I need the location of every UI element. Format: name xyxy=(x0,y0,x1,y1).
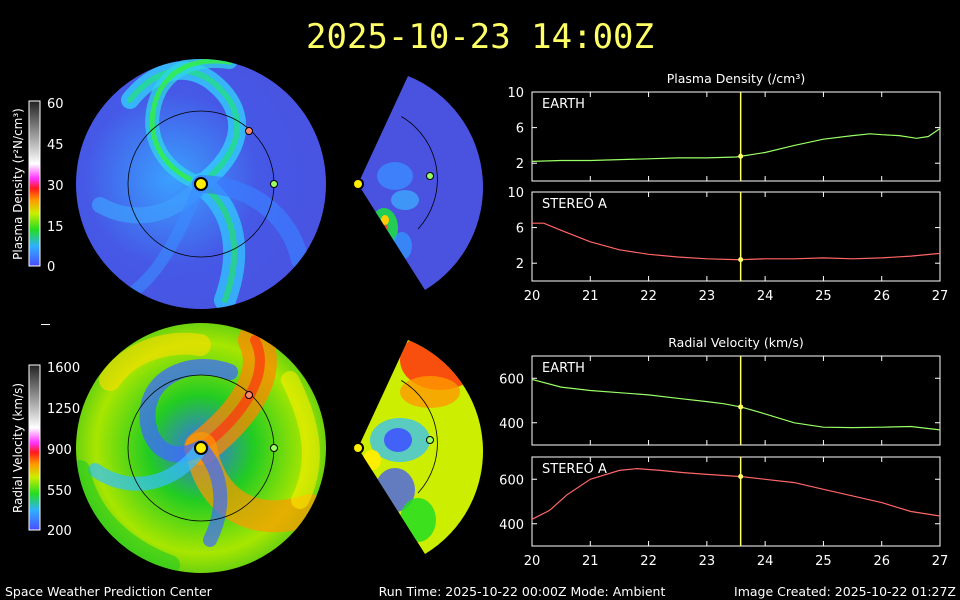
density-colorbar-label: Plasma Density (r²N/cm³) xyxy=(11,108,25,260)
series-line-earth xyxy=(531,378,941,431)
x-tick-label: 27 xyxy=(932,554,949,569)
earth-marker-density-wedge xyxy=(426,172,434,180)
density-meridional-map xyxy=(358,76,484,290)
sun-marker-velocity xyxy=(194,441,208,455)
sun-marker-density-wedge xyxy=(352,178,364,190)
map-markers xyxy=(194,127,434,455)
density-tick-30: 30 xyxy=(47,179,64,194)
stereo-a-marker-velocity xyxy=(245,391,253,399)
earth-marker-velocity-wedge xyxy=(426,436,434,444)
density-tick-0: 0 xyxy=(47,260,55,275)
y-tick-label: 2 xyxy=(516,257,524,272)
panel-label: STEREO A xyxy=(542,197,607,212)
density-tick-15: 15 xyxy=(47,220,64,235)
x-tick-label: 21 xyxy=(582,289,599,304)
velocity-colorbar: 1600 1250 900 550 200 Radial Velocity (k… xyxy=(11,361,80,539)
current-value-point xyxy=(738,257,744,263)
footer-org: Space Weather Prediction Center xyxy=(5,584,213,599)
x-tick-label: 27 xyxy=(932,289,949,304)
velocity-tick-1600: 1600 xyxy=(47,361,80,376)
panel-title: Plasma Density (/cm³) xyxy=(667,71,806,86)
y-tick-label: 6 xyxy=(516,122,524,137)
x-tick-label: 24 xyxy=(757,289,774,304)
density-colorbar: 60 45 30 15 0 Plasma Density (r²N/cm³) xyxy=(11,97,64,275)
x-tick-label: 23 xyxy=(699,554,716,569)
panel-label: EARTH xyxy=(542,361,585,376)
panel-frame xyxy=(531,191,941,282)
series-line-stereo-a xyxy=(532,222,941,261)
velocity-tick-1250: 1250 xyxy=(47,402,80,417)
separator-dash xyxy=(41,324,50,325)
y-tick-label: 600 xyxy=(499,473,524,488)
x-tick-label: 22 xyxy=(640,289,657,304)
x-tick-label: 25 xyxy=(815,289,832,304)
velocity-colorbar-scale xyxy=(28,364,41,531)
earth-marker-density xyxy=(270,180,278,188)
x-tick-label: 20 xyxy=(524,289,541,304)
stereo-a-marker-density xyxy=(245,127,253,135)
panel-3-stereo-a: STEREO A 400 600 20 21 22 23 24 25 26 27 xyxy=(499,456,949,569)
x-tick-label: 24 xyxy=(757,554,774,569)
y-tick-label: 10 xyxy=(507,86,524,101)
page-title: 2025-10-23 14:00Z xyxy=(306,17,654,57)
x-tick-label: 26 xyxy=(873,554,890,569)
velocity-meridional-map xyxy=(358,340,484,554)
panel-label: EARTH xyxy=(542,97,585,112)
current-value-point xyxy=(738,474,744,480)
x-tick-label: 25 xyxy=(815,554,832,569)
velocity-colorbar-label: Radial Velocity (km/s) xyxy=(11,383,25,513)
panel-frame xyxy=(531,355,941,446)
x-tick-label: 20 xyxy=(524,554,541,569)
panel-2-earth: Radial Velocity (km/s) EARTH 400 600 xyxy=(499,335,941,446)
y-tick-label: 2 xyxy=(516,157,524,172)
y-tick-label: 10 xyxy=(507,186,524,201)
footer-run-time: Run Time: 2025-10-22 00:00Z Mode: Ambien… xyxy=(379,584,666,599)
y-tick-label: 400 xyxy=(499,417,524,432)
earth-marker-velocity xyxy=(270,444,278,452)
footer-image-created: Image Created: 2025-10-22 01:27Z xyxy=(734,584,956,599)
current-value-point xyxy=(738,153,744,159)
x-tick-label: 23 xyxy=(699,289,716,304)
panel-frame xyxy=(531,456,941,547)
velocity-tick-900: 900 xyxy=(47,443,72,458)
current-value-point xyxy=(738,404,744,410)
density-tick-60: 60 xyxy=(47,97,64,112)
sun-marker-velocity-wedge xyxy=(352,442,364,454)
x-tick-label: 26 xyxy=(873,289,890,304)
panel-0-earth: Plasma Density (/cm³) EARTH 2 6 10 xyxy=(507,71,941,182)
series-line-earth xyxy=(531,128,941,162)
panel-title: Radial Velocity (km/s) xyxy=(668,335,804,350)
series-line-stereo-a xyxy=(531,467,941,520)
density-colorbar-scale xyxy=(28,100,41,267)
y-tick-label: 6 xyxy=(516,222,524,237)
velocity-tick-550: 550 xyxy=(47,484,72,499)
sun-marker-density xyxy=(194,177,208,191)
y-tick-label: 400 xyxy=(499,518,524,533)
panel-label: STEREO A xyxy=(542,462,607,477)
velocity-tick-200: 200 xyxy=(47,524,72,539)
x-tick-label: 22 xyxy=(640,554,657,569)
x-tick-label: 21 xyxy=(582,554,599,569)
panel-frame xyxy=(531,91,941,182)
y-tick-label: 600 xyxy=(499,372,524,387)
density-tick-45: 45 xyxy=(47,138,64,153)
